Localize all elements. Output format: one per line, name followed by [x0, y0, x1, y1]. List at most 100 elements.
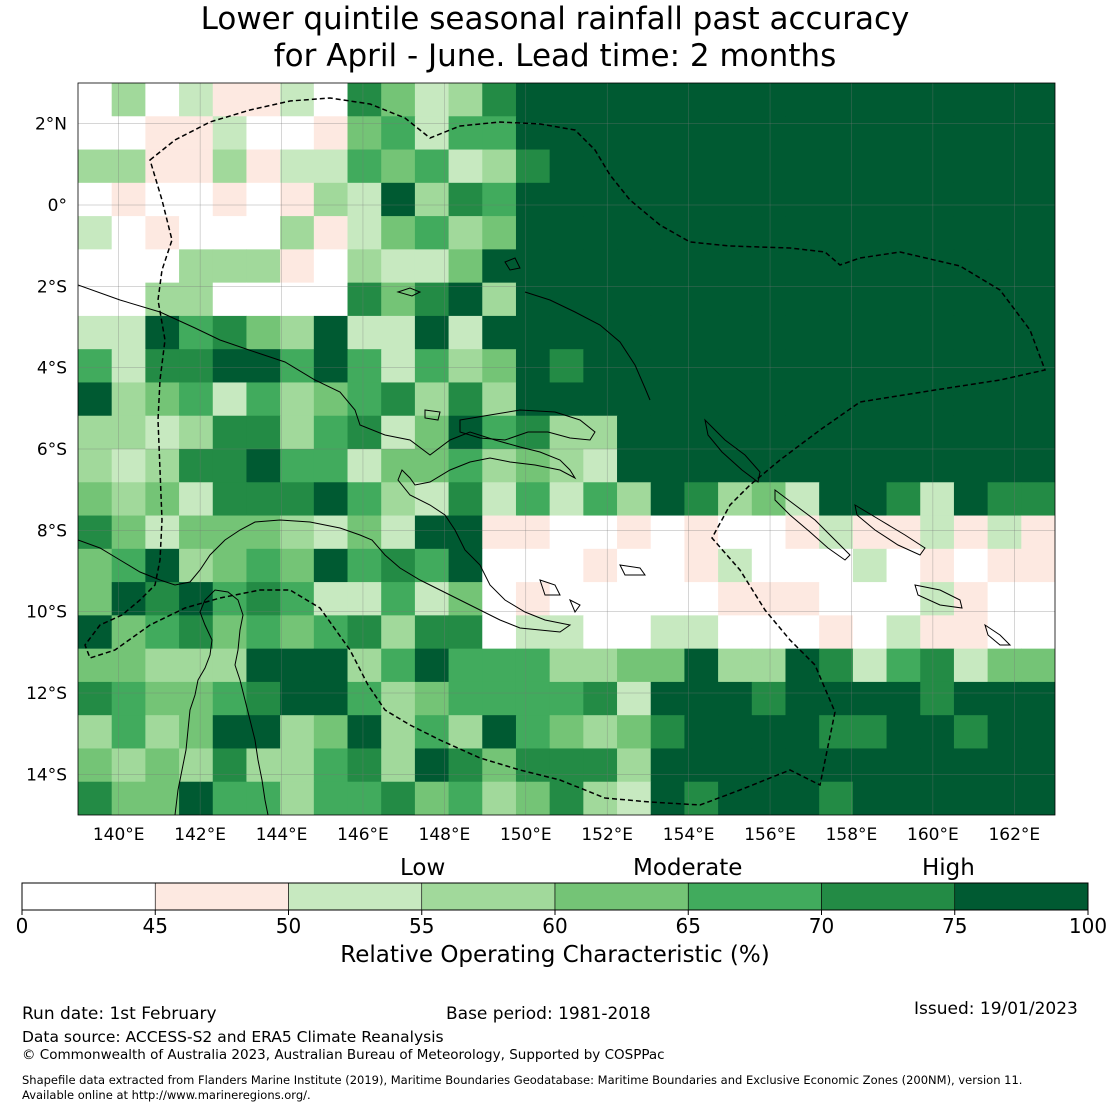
- roc-grid-cell: [987, 216, 1022, 250]
- roc-grid-cell: [852, 83, 888, 117]
- roc-grid-cell: [583, 216, 618, 250]
- roc-grid-cell: [246, 681, 281, 716]
- roc-grid-cell: [549, 515, 584, 550]
- roc-grid-cell: [414, 216, 450, 250]
- roc-grid-cell: [684, 681, 719, 716]
- roc-grid-cell: [313, 449, 349, 483]
- roc-grid-cell: [718, 582, 753, 616]
- roc-grid-cell: [583, 681, 618, 716]
- roc-grid-cell: [819, 249, 854, 284]
- roc-grid-cell: [920, 548, 955, 583]
- roc-grid-cell: [78, 548, 113, 583]
- roc-grid-cell: [482, 582, 517, 616]
- roc-grid-cell: [684, 582, 719, 616]
- roc-grid-cell: [785, 781, 820, 815]
- roc-grid-cell: [718, 315, 753, 350]
- roc-grid-cell: [145, 648, 180, 683]
- roc-grid-cell: [987, 515, 1022, 550]
- roc-grid-cell: [313, 349, 349, 383]
- roc-grid-cell: [212, 182, 247, 217]
- roc-grid-cell: [78, 315, 113, 350]
- roc-grid-cell: [78, 249, 113, 284]
- roc-grid-cell: [583, 349, 618, 383]
- roc-grid-cell: [852, 216, 888, 250]
- roc-grid-cell: [718, 182, 753, 217]
- data-source: Data source: ACCESS-S2 and ERA5 Climate …: [22, 1028, 444, 1046]
- roc-grid-cell: [381, 482, 416, 517]
- roc-grid-cell: [852, 282, 888, 317]
- roc-grid-cell: [280, 548, 315, 583]
- roc-grid-cell: [751, 315, 786, 350]
- roc-grid-cell: [751, 515, 786, 550]
- roc-grid-cell: [414, 83, 450, 117]
- roc-grid-cell: [886, 182, 921, 217]
- roc-grid-cell: [718, 548, 753, 583]
- roc-grid-cell: [785, 548, 820, 583]
- roc-grid-cell: [852, 748, 888, 783]
- roc-grid-cell: [179, 349, 214, 383]
- roc-grid-cell: [145, 748, 180, 783]
- roc-grid-cell: [751, 182, 786, 217]
- roc-grid-cell: [515, 116, 551, 151]
- roc-grid-cell: [819, 582, 854, 616]
- roc-grid-cell: [212, 781, 247, 815]
- roc-grid-cell: [549, 648, 584, 683]
- roc-grid-cell: [852, 149, 888, 184]
- roc-grid-cell: [414, 748, 450, 783]
- roc-grid-cell: [549, 249, 584, 284]
- colorbar-axis-label: Relative Operating Characteristic (%): [340, 942, 770, 968]
- roc-grid-cell: [482, 282, 517, 317]
- longitude-tick-label: 146°E: [337, 825, 389, 845]
- roc-grid-cell: [549, 681, 584, 716]
- roc-grid-cell: [482, 83, 517, 117]
- roc-grid-cell: [515, 582, 551, 616]
- roc-grid-cell: [987, 415, 1022, 450]
- roc-grid-cell: [212, 349, 247, 383]
- roc-grid-cell: [953, 482, 989, 517]
- roc-grid-cell: [381, 715, 416, 749]
- roc-grid-cell: [819, 315, 854, 350]
- roc-grid-cell: [785, 415, 820, 450]
- roc-grid-cell: [549, 615, 584, 650]
- roc-grid-cell: [583, 748, 618, 783]
- roc-grid-cell: [684, 349, 719, 383]
- longitude-tick-label: 144°E: [256, 825, 308, 845]
- roc-grid-cell: [179, 315, 214, 350]
- roc-grid-cell: [819, 216, 854, 250]
- roc-grid-cell: [718, 149, 753, 184]
- roc-grid-cell: [448, 83, 483, 117]
- roc-grid-cell: [448, 748, 483, 783]
- roc-grid-cell: [785, 315, 820, 350]
- roc-grid-cell: [111, 482, 146, 517]
- roc-grid-cell: [179, 282, 214, 317]
- longitude-tick-label: 152°E: [581, 825, 633, 845]
- roc-grid-cell: [78, 515, 113, 550]
- map-frame: [77, 82, 1056, 816]
- run-date: Run date: 1st February: [22, 1004, 217, 1024]
- roc-grid-cell: [448, 382, 483, 417]
- roc-grid-cell: [381, 415, 416, 450]
- roc-grid-cell: [819, 83, 854, 117]
- roc-grid-cell: [313, 515, 349, 550]
- roc-grid-cell: [650, 282, 685, 317]
- roc-grid-cell: [280, 482, 315, 517]
- roc-grid-cell: [751, 449, 786, 483]
- roc-grid-cell: [280, 249, 315, 284]
- roc-grid-cell: [246, 781, 281, 815]
- roc-grid-cell: [212, 715, 247, 749]
- new-ireland-coastline: [524, 291, 651, 401]
- roc-grid-cell: [482, 648, 517, 683]
- roc-grid-cell: [347, 349, 382, 383]
- roc-grid-cell: [448, 149, 483, 184]
- islands-coastline: [396, 257, 646, 614]
- roc-grid-cell: [549, 182, 584, 217]
- roc-grid-cell: [212, 282, 247, 317]
- roc-grid-cell: [583, 282, 618, 317]
- roc-grid-cell: [448, 282, 483, 317]
- colorbar-tick-label: 55: [409, 914, 434, 938]
- roc-grid-cell: [617, 116, 652, 151]
- roc-grid-cell: [515, 548, 551, 583]
- roc-grid-cell: [1021, 249, 1055, 284]
- roc-grid-cell: [920, 149, 955, 184]
